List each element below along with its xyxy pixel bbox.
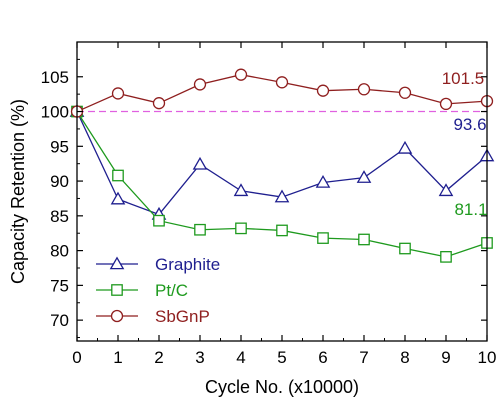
- data-point-graphite: [356, 170, 372, 183]
- data-point-graphite: [438, 183, 454, 197]
- y-tick-label: 100: [41, 103, 69, 122]
- data-point-sbgnp: [234, 68, 248, 81]
- data-point-pt-c: [276, 224, 288, 237]
- data-point-graphite: [274, 189, 290, 203]
- data-point-pt-c: [153, 214, 165, 227]
- legend-item-pt-c: Pt/C: [96, 281, 188, 300]
- data-point-graphite: [397, 140, 413, 154]
- series-sbgnp: [70, 68, 494, 118]
- x-tick-label: 6: [318, 348, 327, 367]
- legend: Graphite Pt/C SbGnP: [96, 255, 220, 326]
- series-layer: [69, 68, 495, 263]
- x-tick-label: 2: [154, 348, 163, 367]
- legend-item-graphite: Graphite: [96, 255, 220, 274]
- y-tick-label: 95: [50, 137, 69, 156]
- end-value-label: 93.6: [453, 115, 486, 134]
- x-tick-label: 9: [441, 348, 450, 367]
- end-label-layer: 93.6 81.1 101.5: [442, 69, 488, 219]
- x-tick-label: 5: [277, 348, 286, 367]
- y-axis-title: Capacity Retention (%): [8, 99, 28, 284]
- data-point-sbgnp: [275, 76, 289, 89]
- data-point-graphite: [192, 156, 208, 170]
- y-tick-label: 85: [50, 207, 69, 226]
- legend-item-sbgnp: SbGnP: [96, 307, 210, 326]
- x-tick-label: 7: [359, 348, 368, 367]
- series-graphite: [69, 104, 495, 220]
- legend-marker-triangle: [109, 256, 125, 270]
- data-point-sbgnp: [439, 97, 453, 111]
- data-point-sbgnp: [357, 83, 371, 96]
- data-point-sbgnp: [398, 86, 412, 99]
- x-axis-title: Cycle No. (x10000): [205, 377, 359, 397]
- data-point-pt-c: [112, 169, 124, 182]
- legend-label: SbGnP: [155, 307, 210, 326]
- axis-layer: 0 1 2 3 4 5 6 7 8 9 10 70 75 80 85 90 95 100 105: [41, 42, 497, 367]
- x-tick-label: 10: [478, 348, 497, 367]
- x-tick-label: 4: [236, 348, 245, 367]
- x-tick-label: 0: [72, 348, 81, 367]
- end-value-label: 101.5: [442, 69, 485, 88]
- data-point-pt-c: [358, 233, 370, 246]
- series-pt-c: [71, 105, 493, 263]
- legend-marker-circle: [110, 309, 124, 323]
- data-point-sbgnp: [193, 78, 207, 91]
- data-point-sbgnp: [316, 84, 330, 97]
- x-tick-label: 3: [195, 348, 204, 367]
- data-point-sbgnp: [152, 97, 166, 110]
- data-point-pt-c: [399, 242, 411, 255]
- end-value-label: 81.1: [454, 200, 487, 219]
- y-tick-label: 75: [50, 276, 69, 295]
- data-point-graphite: [110, 191, 126, 205]
- data-point-graphite: [315, 174, 331, 188]
- y-tick-label: 90: [50, 172, 69, 191]
- legend-marker-square: [111, 284, 123, 296]
- y-tick-label: 80: [50, 242, 69, 261]
- data-point-graphite: [233, 183, 249, 197]
- legend-label: Graphite: [155, 255, 220, 274]
- x-tick-label: 8: [400, 348, 409, 367]
- data-point-pt-c: [440, 251, 452, 263]
- data-point-pt-c: [317, 232, 329, 244]
- y-tick-label: 105: [41, 68, 69, 87]
- data-point-sbgnp: [111, 87, 125, 100]
- data-point-pt-c: [194, 223, 206, 236]
- data-point-pt-c: [235, 222, 247, 235]
- y-tick-label: 70: [50, 311, 69, 330]
- x-tick-label: 1: [113, 348, 122, 367]
- legend-label: Pt/C: [155, 281, 188, 300]
